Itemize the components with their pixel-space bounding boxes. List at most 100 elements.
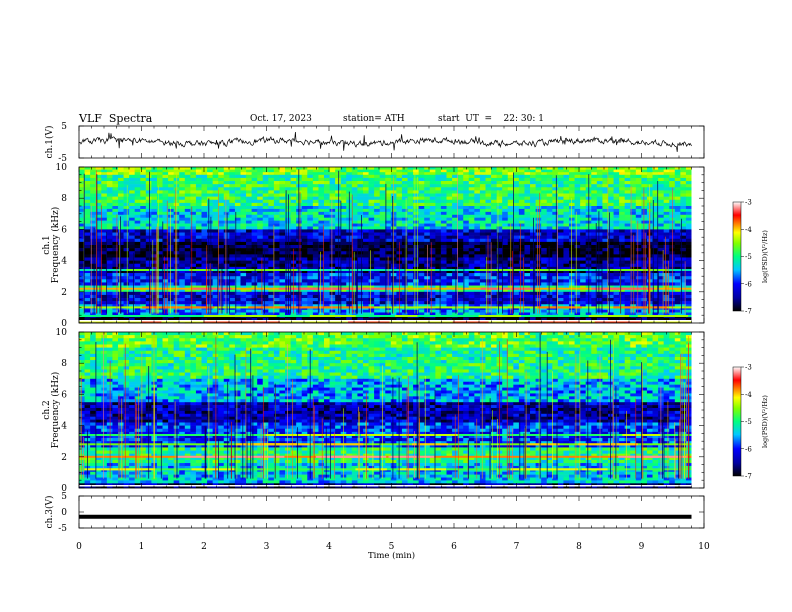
spectro-cell xyxy=(685,177,692,182)
spectro-cell xyxy=(184,167,191,170)
spectro-cell xyxy=(234,238,241,243)
spectro-cell xyxy=(307,235,314,240)
spectro-cell xyxy=(379,177,386,182)
spectro-cell xyxy=(602,202,609,207)
spectro-cell xyxy=(680,245,687,249)
spectro-cell xyxy=(312,304,319,308)
spectro-cell xyxy=(652,226,659,230)
spectro-cell xyxy=(446,301,453,305)
spectro-cell xyxy=(184,202,191,207)
spectro-cell xyxy=(312,285,319,289)
spectro-cell xyxy=(552,298,559,302)
spectro-cell xyxy=(418,167,425,170)
spectro-cell xyxy=(301,285,308,289)
spectro-cell xyxy=(362,220,369,224)
spectro-cell xyxy=(240,276,247,280)
spectro-cell xyxy=(318,223,325,227)
spectro-cell xyxy=(145,273,152,277)
spectro-cell xyxy=(546,211,553,216)
spectro-cell xyxy=(207,181,214,185)
spectro-cell xyxy=(407,235,414,240)
spectro-cell xyxy=(90,226,97,230)
spectro-cell xyxy=(641,196,648,201)
spectro-cell xyxy=(390,211,397,216)
spectro-cell xyxy=(195,196,202,201)
spectro-cell xyxy=(195,217,202,221)
spectro-cell xyxy=(112,282,119,286)
spectro-cell xyxy=(491,294,498,299)
spectro-cell xyxy=(524,229,531,233)
spectro-cell xyxy=(329,184,336,188)
spectro-cell xyxy=(541,254,548,258)
spectro-cell xyxy=(95,298,102,302)
spectro-cell xyxy=(479,214,486,219)
spectro-cell xyxy=(435,298,442,302)
spectro-cell xyxy=(407,301,414,305)
spectro-cell xyxy=(507,190,514,194)
spectro-cell xyxy=(641,206,648,210)
spectro-cell xyxy=(390,263,397,268)
spectro-cell xyxy=(552,217,559,221)
spectro-cell xyxy=(329,196,336,201)
spectro-cell xyxy=(630,174,637,179)
spectro-cell xyxy=(541,260,548,265)
spectro-cell xyxy=(285,301,291,305)
spectro-cell xyxy=(324,269,330,274)
spectro-cell xyxy=(491,251,498,255)
spectro-cell xyxy=(145,190,152,194)
spectro-cell xyxy=(95,202,102,207)
spectro-cell xyxy=(156,285,163,289)
spectro-cell xyxy=(79,251,85,255)
spectro-cell xyxy=(329,199,336,204)
spectro-cell xyxy=(168,169,175,173)
spectro-cell xyxy=(123,220,130,224)
spectro-cell xyxy=(457,174,464,179)
spectro-cell xyxy=(596,291,603,296)
spectro-cell xyxy=(184,184,191,188)
spectro-cell xyxy=(507,193,514,197)
spectro-cell xyxy=(106,177,113,182)
spectro-cell xyxy=(184,193,191,197)
spectro-cell xyxy=(563,266,570,271)
spectro-cell xyxy=(569,190,575,194)
spectro-cell xyxy=(452,214,459,219)
spectro-cell xyxy=(368,238,375,243)
spectro-cell xyxy=(207,208,214,213)
spectro-cell xyxy=(207,220,214,224)
spectro-cell xyxy=(190,177,197,182)
spectro-cell xyxy=(535,214,542,219)
spectro-cell xyxy=(596,181,603,185)
spectro-cell xyxy=(95,285,102,289)
spectro-cell xyxy=(658,263,665,268)
spectro-cell xyxy=(607,298,614,302)
spectro-cell xyxy=(207,199,214,204)
spectro-cell xyxy=(630,211,637,216)
spectro-cell xyxy=(95,199,102,204)
spectro-cell xyxy=(234,193,241,197)
spectro-cell xyxy=(557,172,564,176)
spectro-cell xyxy=(290,169,297,173)
spectro-cell xyxy=(184,177,191,182)
spectro-cell xyxy=(151,291,158,296)
spectro-cell xyxy=(368,263,375,268)
spectro-cell xyxy=(635,241,642,246)
spectro-cell xyxy=(424,174,431,179)
spectro-cell xyxy=(485,202,492,207)
spectro-cell xyxy=(301,193,308,197)
spectro-cell xyxy=(474,199,481,204)
spectro-cell xyxy=(290,238,297,243)
spectro-cell xyxy=(491,245,498,249)
spectro-cell xyxy=(329,169,336,173)
spectro-cell xyxy=(479,266,486,271)
spectro-cell xyxy=(257,202,264,207)
spectro-cell xyxy=(385,187,392,191)
spectro-cell xyxy=(134,229,141,233)
spectro-cell xyxy=(513,285,520,289)
spectro-cell xyxy=(307,298,314,302)
spectro-cell xyxy=(262,193,269,197)
spectro-cell xyxy=(285,235,291,240)
spectro-cell xyxy=(285,269,291,274)
spectro-cell xyxy=(496,285,503,289)
spectro-cell xyxy=(429,199,436,204)
spectro-cell xyxy=(452,276,459,280)
